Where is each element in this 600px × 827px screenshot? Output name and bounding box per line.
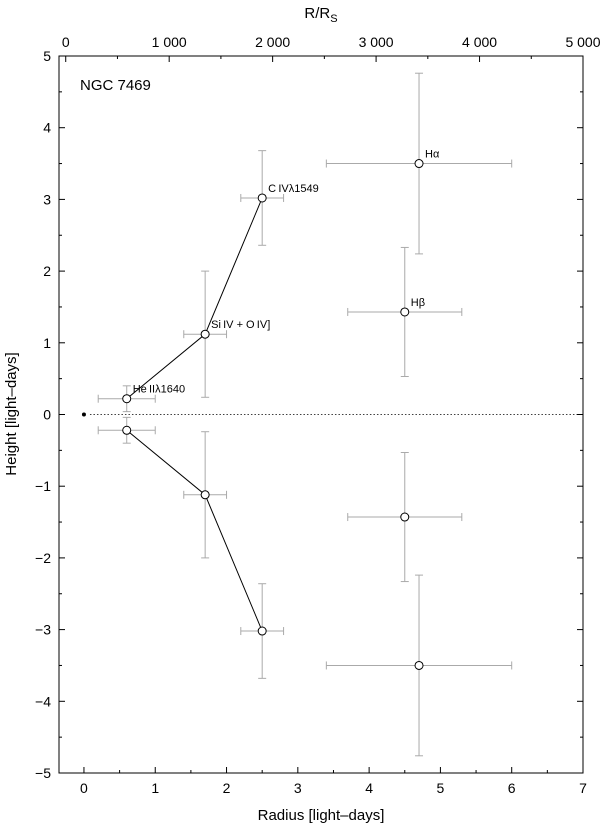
- y-tick-label: −2: [35, 550, 51, 566]
- top-axis-title-subscript: S: [330, 13, 337, 25]
- y-tick-label: 1: [43, 335, 51, 351]
- data-point: [400, 512, 410, 522]
- top-axis-title-base: R/R: [304, 5, 330, 22]
- x-tick-label: 0: [80, 780, 88, 796]
- point-label: Hβ: [411, 297, 425, 309]
- x-tick-label: 5: [437, 780, 445, 796]
- x2-tick-label: 5 000: [565, 34, 600, 50]
- top-axis-title: R/RS: [304, 5, 337, 25]
- data-point: [414, 660, 424, 670]
- x-tick-label: 2: [223, 780, 231, 796]
- x-tick-label: 3: [294, 780, 302, 796]
- lower-connecting-line: [126, 429, 263, 632]
- data-point: [414, 159, 424, 169]
- y-tick-label: 3: [43, 191, 51, 207]
- data-point: [400, 307, 410, 317]
- x-tick-label: 4: [365, 780, 373, 796]
- upper-connecting-line: [126, 197, 263, 400]
- data-point: [257, 193, 267, 203]
- y-tick-label: −1: [35, 478, 51, 494]
- point-label: He IIλ1640: [133, 384, 185, 396]
- x2-tick-label: 4 000: [462, 34, 497, 50]
- reference-line: [81, 412, 583, 417]
- x-axis-title: Radius [light–days]: [258, 807, 385, 824]
- data-points: [122, 159, 424, 670]
- data-point: [200, 490, 210, 500]
- x-tick-label: 1: [151, 780, 159, 796]
- x2-tick-label: 3 000: [359, 34, 394, 50]
- data-point: [200, 329, 210, 339]
- y-tick-label: −5: [35, 765, 51, 781]
- data-point: [122, 425, 132, 435]
- y-tick-label: 0: [43, 407, 51, 423]
- y-tick-label: 4: [43, 120, 51, 136]
- y-tick-label: −4: [35, 693, 51, 709]
- data-point: [122, 394, 132, 404]
- point-label: Si IV + O IV]: [211, 319, 270, 331]
- y-tick-label: 2: [43, 263, 51, 279]
- point-labels: He IIλ1640 Si IV + O IV] C IVλ1549 Hβ Hα: [133, 149, 440, 396]
- data-point: [257, 626, 267, 636]
- x2-tick-label: 2 000: [255, 34, 290, 50]
- point-label: Hα: [425, 149, 440, 161]
- point-label: C IVλ1549: [268, 183, 319, 195]
- source-annotation: NGC 7469: [80, 77, 151, 94]
- y-tick-label: 5: [43, 48, 51, 64]
- x-tick-label: 7: [579, 780, 587, 796]
- origin-marker: [81, 412, 86, 417]
- x2-tick-label: 0: [62, 34, 70, 50]
- y-tick-label: −3: [35, 622, 51, 638]
- x-tick-label: 6: [508, 780, 516, 796]
- y-axis-title: Height [light–days]: [3, 352, 20, 475]
- x2-tick-label: 1 000: [152, 34, 187, 50]
